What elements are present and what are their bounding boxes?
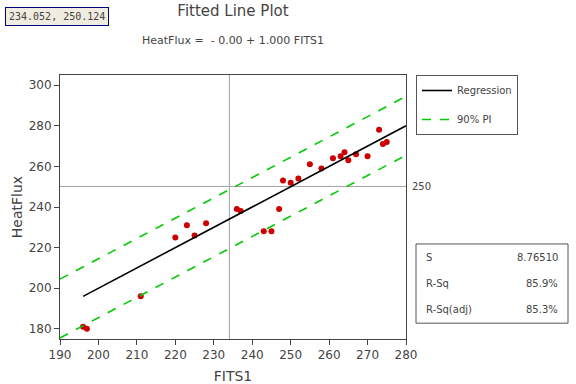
svg-text:280: 280 bbox=[395, 348, 418, 362]
svg-text:234.052, 250.124: 234.052, 250.124 bbox=[9, 11, 105, 22]
svg-text:180: 180 bbox=[29, 322, 52, 336]
svg-text:240: 240 bbox=[241, 348, 264, 362]
svg-text:230: 230 bbox=[202, 348, 225, 362]
svg-text:8.76510: 8.76510 bbox=[517, 252, 558, 263]
svg-text:210: 210 bbox=[125, 348, 148, 362]
svg-text:200: 200 bbox=[87, 348, 110, 362]
svg-text:300: 300 bbox=[29, 78, 52, 92]
svg-text:FITS1: FITS1 bbox=[214, 368, 253, 384]
svg-text:220: 220 bbox=[164, 348, 187, 362]
svg-text:90% PI: 90% PI bbox=[457, 114, 491, 125]
svg-text:250: 250 bbox=[279, 348, 302, 362]
svg-text:200: 200 bbox=[29, 281, 52, 295]
svg-text:Fitted Line Plot: Fitted Line Plot bbox=[177, 2, 288, 20]
svg-text:260: 260 bbox=[29, 160, 52, 174]
svg-text:R-Sq: R-Sq bbox=[426, 278, 449, 289]
svg-text:250: 250 bbox=[412, 181, 431, 192]
svg-text:S: S bbox=[426, 252, 432, 263]
svg-text:85.9%: 85.9% bbox=[526, 278, 558, 289]
svg-text:Regression: Regression bbox=[457, 85, 512, 96]
svg-text:190: 190 bbox=[49, 348, 72, 362]
svg-text:220: 220 bbox=[29, 241, 52, 255]
svg-text:280: 280 bbox=[29, 119, 52, 133]
svg-text:HeatFlux: HeatFlux bbox=[9, 176, 25, 238]
svg-text:HeatFlux = - 0.00 + 1.000 FIT: HeatFlux = - 0.00 + 1.000 FITS1 bbox=[142, 34, 324, 47]
svg-text:85.3%: 85.3% bbox=[526, 304, 558, 315]
svg-text:240: 240 bbox=[29, 200, 52, 214]
svg-text:260: 260 bbox=[318, 348, 341, 362]
svg-text:270: 270 bbox=[356, 348, 379, 362]
svg-text:R-Sq(adj): R-Sq(adj) bbox=[426, 304, 472, 315]
